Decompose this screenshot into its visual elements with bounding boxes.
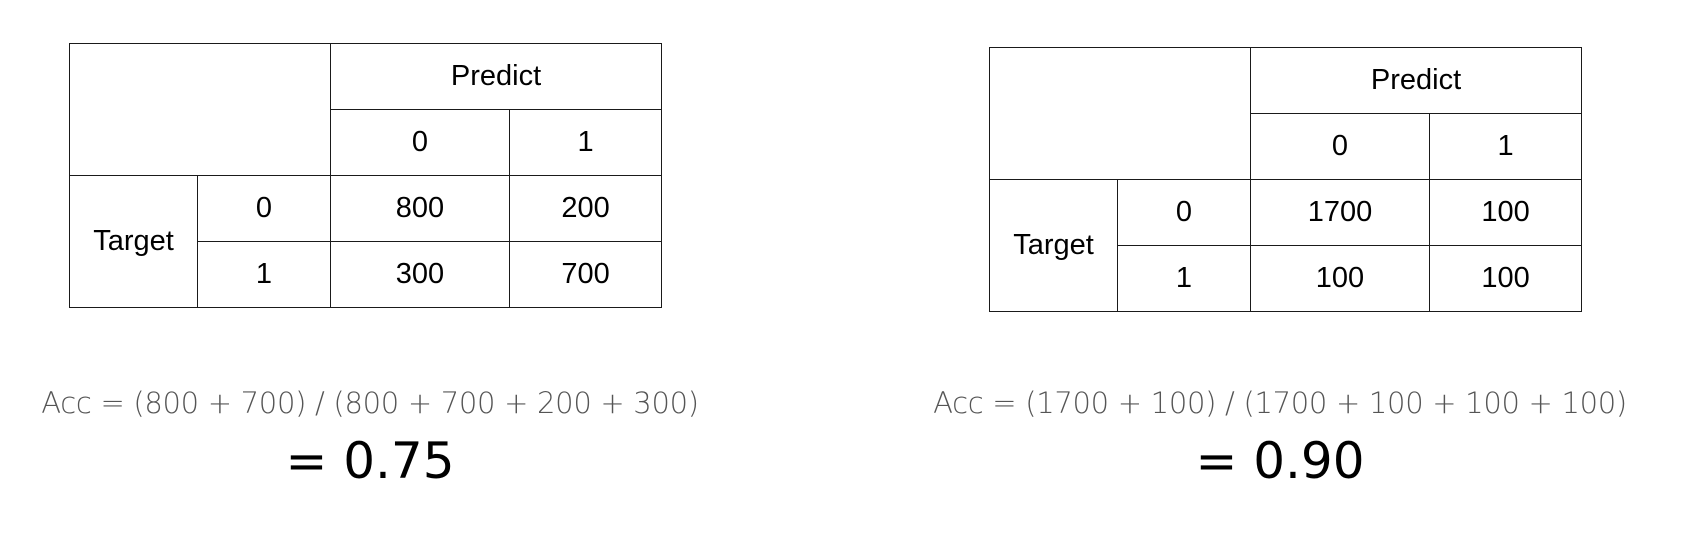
cell-true-positive: 700 [508,241,663,308]
cell-true-negative: 1700 [1250,179,1430,246]
confusion-matrix-right: Predict 0 1 Target 0 1700 100 1 100 100 [989,47,1583,312]
target-class-0: 0 [197,175,331,242]
corner-cell [989,47,1251,180]
cell-false-negative: 100 [1250,245,1430,312]
target-class-1: 1 [1117,245,1251,312]
accuracy-result-left: = 0.75 [285,432,455,490]
accuracy-formula-left: Acc = (800 + 700) / (800 + 700 + 200 + 3… [41,386,699,420]
target-header: Target [69,175,198,308]
target-class-0: 0 [1117,179,1251,246]
cell-false-negative: 300 [330,241,510,308]
predict-header: Predict [1249,47,1583,114]
predict-class-1: 1 [508,109,663,176]
predict-class-0: 0 [1250,113,1430,180]
predict-class-1: 1 [1428,113,1583,180]
predict-header: Predict [329,43,663,110]
accuracy-result-right: = 0.90 [1195,432,1365,490]
cell-true-negative: 800 [330,175,510,242]
cell-false-positive: 200 [508,175,663,242]
predict-class-0: 0 [330,109,510,176]
confusion-matrix-left: Predict 0 1 Target 0 800 200 1 300 700 [69,43,663,308]
corner-cell [69,43,331,176]
accuracy-formula-right: Acc = (1700 + 100) / (1700 + 100 + 100 +… [933,386,1627,420]
cell-false-positive: 100 [1428,179,1583,246]
target-header: Target [989,179,1118,312]
cell-true-positive: 100 [1428,245,1583,312]
target-class-1: 1 [197,241,331,308]
